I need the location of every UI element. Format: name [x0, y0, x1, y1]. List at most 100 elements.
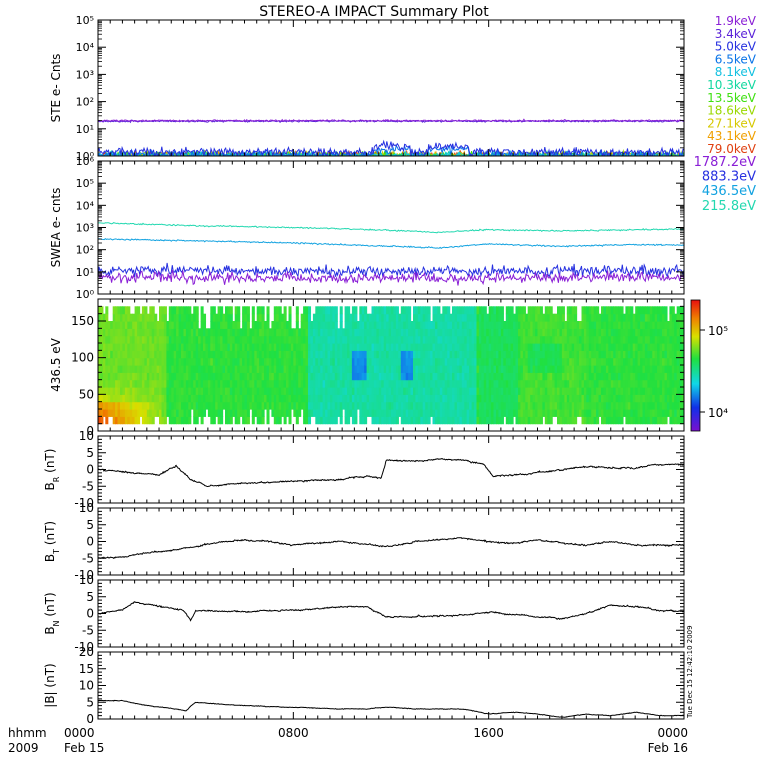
heatmap-cell	[327, 343, 331, 351]
heatmap-cell	[603, 401, 607, 410]
heatmap-cell	[542, 357, 546, 366]
heatmap-cell	[625, 357, 629, 366]
heatmap-cell	[637, 409, 641, 417]
heatmap-cell	[464, 387, 468, 395]
heatmap-cell	[486, 328, 490, 337]
heatmap-cell	[417, 328, 421, 337]
heatmap-cell	[493, 321, 497, 329]
heatmap-cell	[554, 335, 558, 344]
heatmap-cell	[271, 328, 275, 337]
heatmap-cell	[115, 409, 119, 417]
heatmap-cell	[337, 387, 341, 395]
heatmap-cell	[195, 357, 199, 366]
heatmap-cell	[503, 387, 507, 395]
heatmap-cell	[266, 394, 270, 403]
time-tick-label: 1600	[473, 726, 504, 740]
heatmap-cell	[403, 387, 407, 395]
heatmap-cell	[586, 328, 590, 337]
heatmap-cell	[483, 328, 487, 337]
heatmap-cell	[212, 409, 216, 417]
heatmap-cell	[173, 409, 177, 417]
heatmap-cell	[134, 313, 138, 322]
heatmap-cell	[332, 350, 336, 359]
heatmap-cell	[237, 357, 241, 366]
heatmap-cell	[454, 394, 458, 403]
heatmap-cell	[163, 416, 167, 425]
heatmap-cell	[496, 321, 500, 329]
heatmap-cell	[547, 321, 551, 329]
heatmap-cell	[217, 379, 221, 388]
heatmap-cell	[295, 365, 299, 373]
heatmap-cell	[491, 357, 495, 366]
heatmap-cell	[554, 379, 558, 388]
heatmap-cell	[671, 350, 675, 359]
heatmap-cell	[171, 416, 175, 425]
heatmap-cell	[381, 343, 385, 351]
heatmap-cell	[315, 350, 319, 359]
heatmap-cell	[234, 321, 238, 329]
heatmap-cell	[339, 416, 343, 425]
heatmap-cell	[154, 394, 158, 403]
heatmap-cell	[447, 401, 451, 410]
heatmap-cell	[400, 416, 404, 425]
heatmap-cell	[330, 313, 334, 322]
heatmap-cell	[539, 387, 543, 395]
heatmap-cell	[102, 409, 106, 417]
heatmap-cell	[239, 372, 243, 381]
heatmap-cell	[146, 365, 150, 373]
heatmap-cell	[403, 313, 407, 322]
heatmap-cell	[593, 313, 597, 322]
heatmap-cell	[669, 387, 673, 395]
heatmap-cell	[623, 357, 627, 366]
heatmap-cell	[586, 394, 590, 403]
heatmap-cell	[303, 350, 307, 359]
heatmap-cell	[129, 387, 133, 395]
heatmap-cell	[549, 387, 553, 395]
heatmap-cell	[591, 313, 595, 322]
heatmap-cell	[474, 350, 478, 359]
heatmap-cell	[408, 372, 412, 381]
heatmap-cell	[557, 401, 561, 410]
heatmap-cell	[520, 343, 524, 351]
heatmap-cell	[308, 306, 312, 315]
heatmap-cell	[569, 306, 573, 315]
heatmap-cell	[586, 387, 590, 395]
heatmap-cell	[166, 321, 170, 329]
heatmap-cell	[98, 365, 102, 373]
heatmap-cell	[432, 365, 436, 373]
heatmap-cell	[195, 306, 199, 315]
heatmap-cell	[200, 343, 204, 351]
heatmap-cell	[334, 409, 338, 417]
heatmap-cell	[644, 335, 648, 344]
heatmap-cell	[398, 313, 402, 322]
heatmap-cell	[388, 387, 392, 395]
heatmap-cell	[400, 365, 404, 373]
heatmap-cell	[566, 379, 570, 388]
heatmap-cell	[615, 313, 619, 322]
heatmap-cell	[420, 387, 424, 395]
heatmap-cell	[610, 416, 614, 425]
heatmap-cell	[171, 365, 175, 373]
heatmap-cell	[210, 409, 214, 417]
heatmap-cell	[237, 313, 241, 322]
heatmap-cell	[669, 306, 673, 315]
heatmap-cell	[176, 365, 180, 373]
heatmap-cell	[537, 343, 541, 351]
heatmap-cell	[376, 313, 380, 322]
heatmap-cell	[525, 401, 529, 410]
heatmap-cell	[535, 379, 539, 388]
heatmap-cell	[395, 313, 399, 322]
heatmap-cell	[671, 387, 675, 395]
heatmap-cell	[105, 306, 109, 315]
heatmap-cell	[154, 321, 158, 329]
heatmap-cell	[454, 343, 458, 351]
heatmap-cell	[141, 343, 145, 351]
heatmap-cell	[596, 321, 600, 329]
heatmap-cell	[566, 357, 570, 366]
heatmap-cell	[425, 409, 429, 417]
heatmap-cell	[669, 350, 673, 359]
heatmap-cell	[635, 313, 639, 322]
heatmap-cell	[640, 306, 644, 315]
heatmap-cell	[466, 379, 470, 388]
